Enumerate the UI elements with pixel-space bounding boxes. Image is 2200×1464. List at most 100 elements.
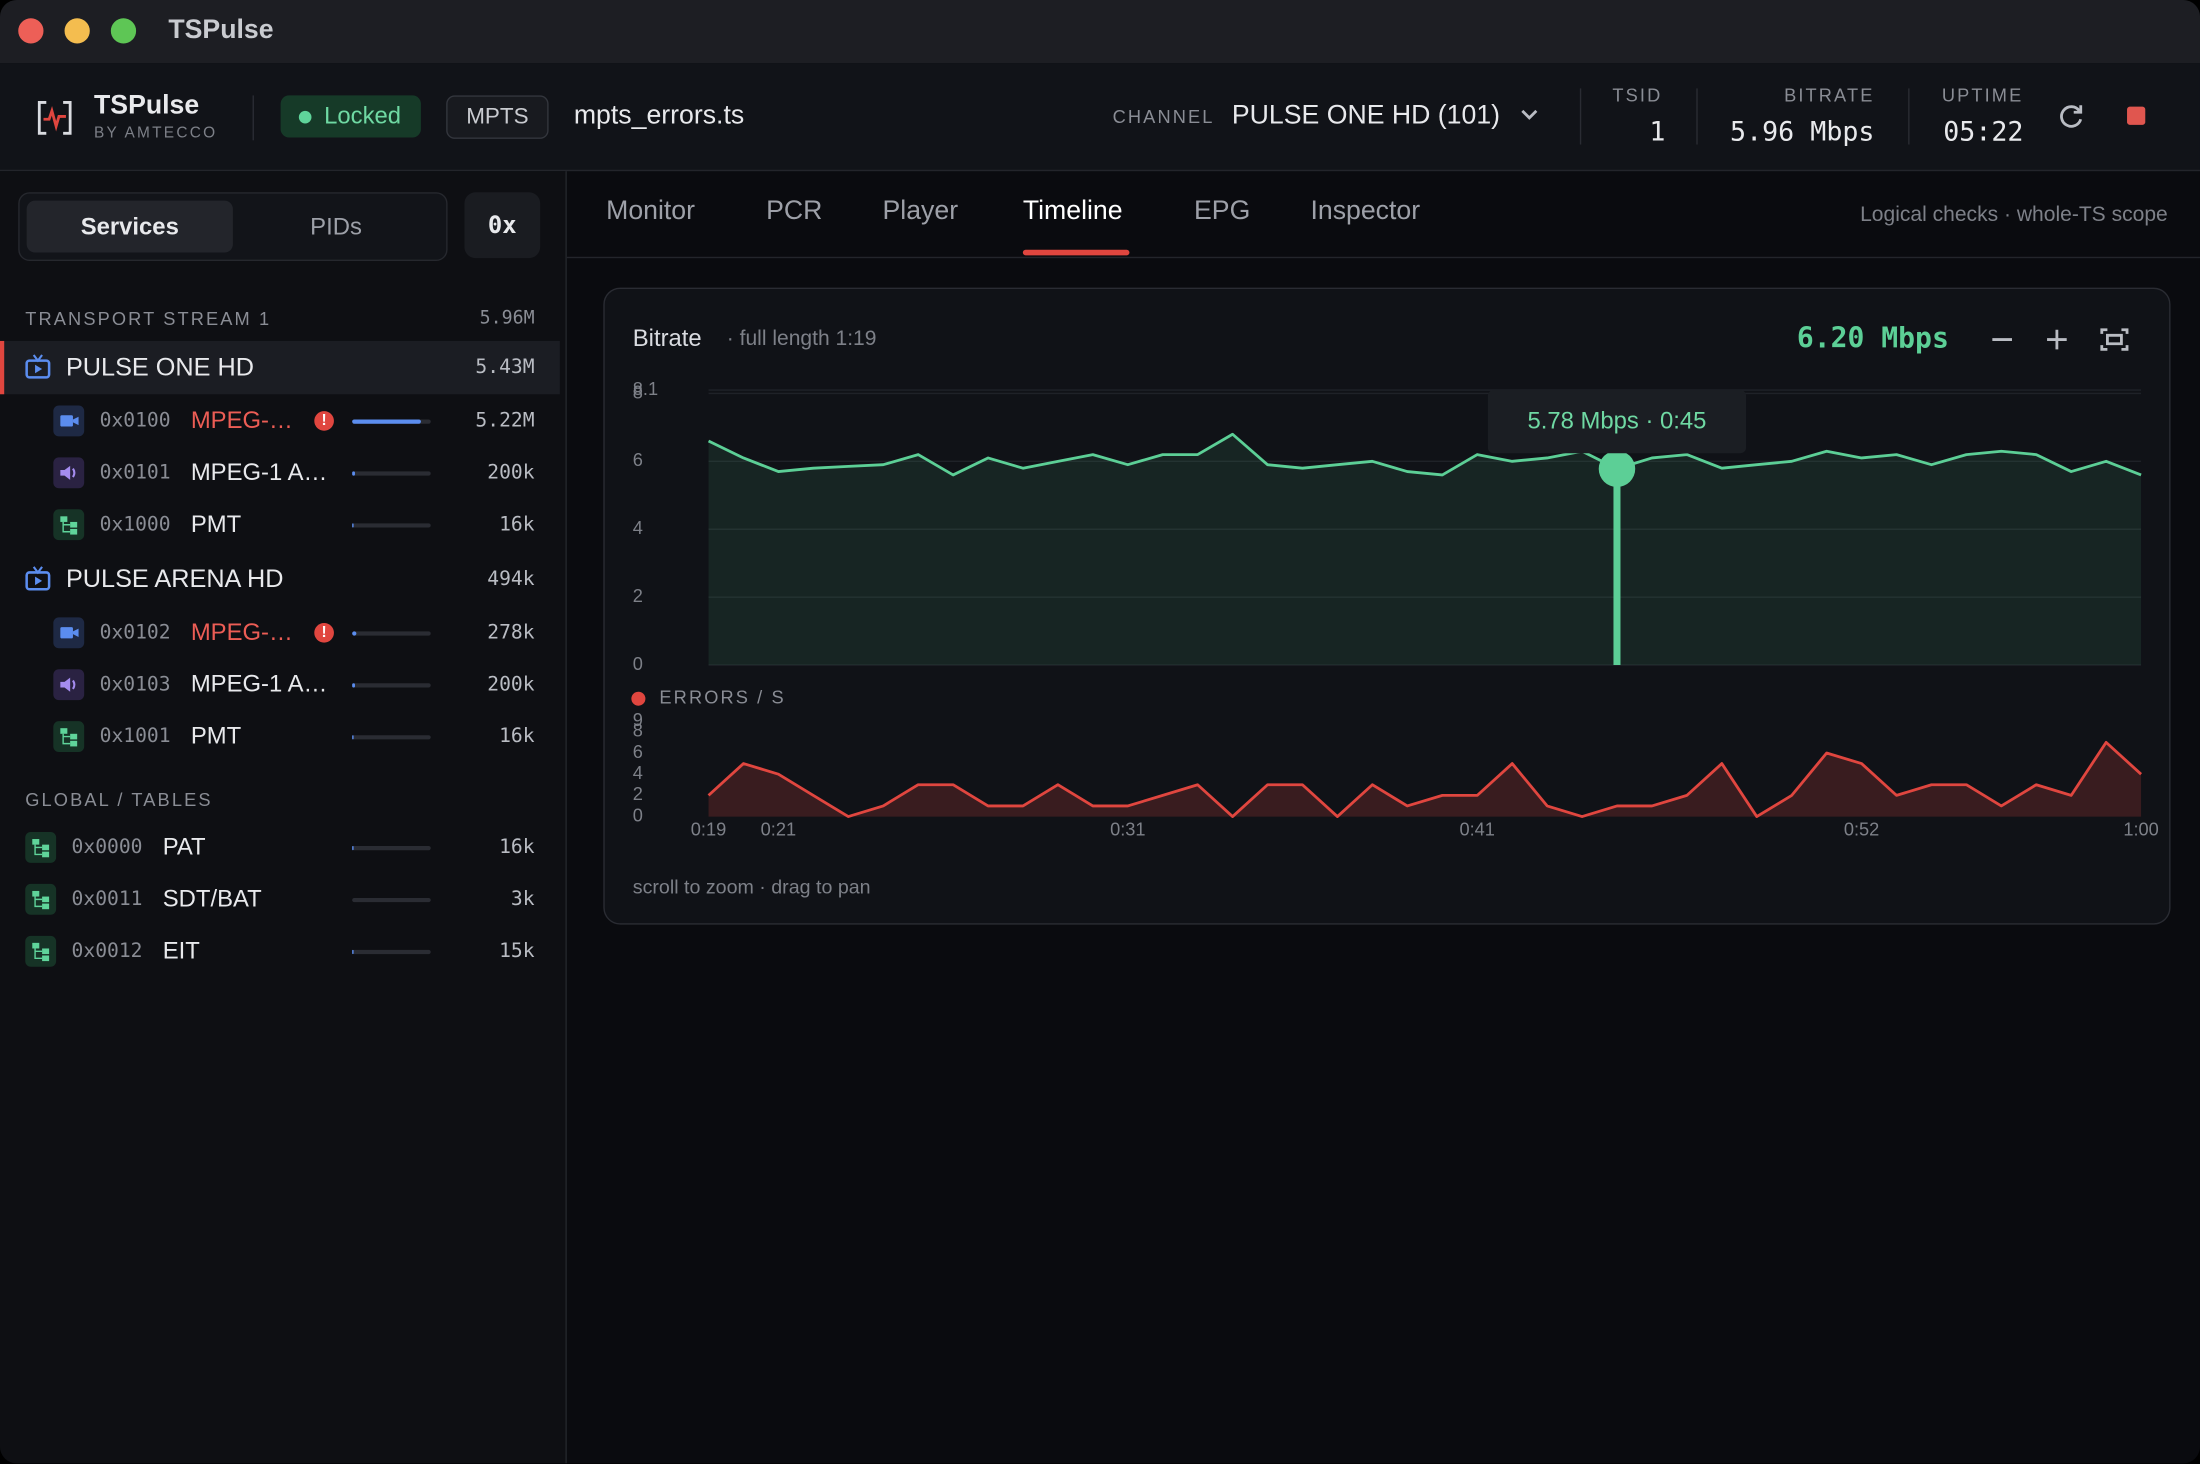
stream-name: TRANSPORT STREAM 1	[25, 307, 272, 330]
icon-glyph	[60, 728, 78, 747]
zoom-button[interactable]	[110, 18, 137, 44]
bitrate-label: BITRATE	[1784, 84, 1875, 106]
pid-icon	[25, 832, 57, 863]
segmented-control: Services PIDs	[18, 192, 448, 261]
zoom-in[interactable]	[2047, 329, 2067, 350]
hint: scroll to zoom · drag to pan	[633, 876, 871, 898]
rate-bar	[352, 682, 355, 687]
pid-number[interactable]: 0x1001	[99, 725, 171, 748]
bitrate-readout: 6.20 Mbps	[1797, 322, 1949, 355]
app-vendor: BY AMTECCO	[94, 124, 218, 142]
area	[708, 434, 2142, 666]
pid-icon	[25, 935, 57, 967]
pid-name[interactable]: EIT	[162, 937, 200, 964]
pid-icon	[25, 883, 57, 915]
pid-name[interactable]: MPEG-…	[190, 406, 293, 434]
uptime-label: UPTIME	[1941, 84, 2024, 106]
icon-glyph	[32, 890, 50, 910]
rate-track	[352, 418, 431, 424]
icon-glyph	[60, 516, 78, 535]
pid-number[interactable]: 0x0011	[71, 888, 143, 911]
pid-name[interactable]: PMT	[190, 510, 242, 538]
x-tick-label: 0:52	[1844, 818, 1879, 839]
mode-text: MPTS	[466, 105, 529, 130]
pid-number[interactable]: 0x0100	[99, 409, 171, 433]
bitrate-value: 5.96 Mbps	[1730, 116, 1875, 148]
rate-track	[352, 734, 431, 739]
pid-icon	[53, 457, 85, 489]
pid-name[interactable]: MPEG-1 A…	[190, 458, 328, 486]
pids-tab[interactable]: PIDs	[310, 213, 362, 240]
service-name[interactable]: PULSE ARENA HD	[65, 564, 284, 593]
y-tick-label: 8.1	[633, 378, 658, 399]
tsid-value: 1	[1649, 116, 1666, 148]
tab[interactable]: PCR	[766, 196, 823, 226]
pid-rate: 200k	[487, 673, 535, 696]
rate-track	[352, 522, 431, 527]
x-tick-label: 0:19	[691, 818, 726, 839]
stream-rate: 5.96M	[479, 307, 535, 330]
refresh-button[interactable]	[2057, 102, 2085, 130]
rate-track	[352, 630, 431, 635]
chart-title: Bitrate	[633, 325, 702, 352]
pid-number[interactable]: 0x1000	[99, 513, 171, 536]
file-name: mpts_errors.ts	[573, 101, 745, 131]
status-text: Locked	[324, 102, 402, 130]
y-tick-label: 6	[633, 449, 643, 470]
pid-number[interactable]: 0x0000	[71, 836, 143, 859]
timeline-chart: Bitrate · full length 1:19 6.20 Mbps ERR…	[631, 322, 2159, 898]
pid-number[interactable]: 0x0012	[71, 940, 143, 963]
services-tab[interactable]: Services	[80, 213, 179, 240]
tooltip	[1487, 390, 1747, 454]
icon-glyph	[32, 942, 50, 962]
line	[707, 432, 2142, 477]
channel-label: CHANNEL	[1112, 105, 1215, 127]
pid-icon	[53, 721, 85, 753]
tv-glyph	[25, 354, 51, 379]
pid-rate: 16k	[499, 725, 535, 748]
x-tick-label: 1:00	[2123, 818, 2158, 839]
service-rate: 5.43M	[475, 356, 535, 379]
tab[interactable]: Player	[882, 196, 959, 226]
icon-glyph	[60, 465, 76, 480]
pid-name[interactable]: MPEG-1 A…	[190, 670, 328, 698]
close-button[interactable]	[18, 18, 44, 44]
channel-select[interactable]: PULSE ONE HD (101)	[1231, 101, 1501, 131]
pid-number[interactable]: 0x0102	[99, 621, 171, 645]
rate-bar	[352, 630, 356, 635]
global-title: GLOBAL / TABLES	[25, 789, 213, 811]
tab[interactable]: Inspector	[1310, 196, 1421, 226]
hex-toggle[interactable]: 0x	[464, 192, 541, 259]
tab-active[interactable]: Timeline	[1022, 196, 1123, 226]
cursor-point	[1598, 450, 1636, 488]
timeline-card: Bitrate · full length 1:19 6.20 Mbps ERR…	[603, 287, 2171, 925]
tab[interactable]: Monitor	[606, 196, 696, 226]
minimize-button[interactable]	[64, 18, 90, 44]
pid-name[interactable]: SDT/BAT	[162, 885, 262, 912]
pid-icon	[53, 509, 85, 541]
pid-name[interactable]: PMT	[190, 722, 242, 750]
pid-name[interactable]: PAT	[162, 833, 206, 861]
pid-rate: 16k	[499, 513, 535, 536]
area	[708, 742, 2142, 817]
errors-dot	[631, 691, 646, 706]
pid-number[interactable]: 0x0103	[99, 673, 171, 696]
y-tick-label: 4	[633, 517, 643, 538]
pid-number[interactable]: 0x0101	[99, 461, 171, 485]
fit-button[interactable]	[2100, 328, 2129, 351]
y-tick-label: 4	[633, 762, 643, 783]
rate-track	[352, 949, 431, 954]
title-bar: TSPulse	[0, 0, 2200, 64]
pid-icon	[53, 405, 85, 437]
x-tick-label: 0:21	[761, 818, 796, 839]
icon-glyph	[60, 627, 79, 639]
pid-name[interactable]: MPEG-…	[190, 618, 293, 646]
x-tick-label: 0:31	[1110, 818, 1145, 839]
service-name[interactable]: PULSE ONE HD	[65, 352, 255, 381]
stop-button[interactable]	[2127, 106, 2146, 125]
tab[interactable]: EPG	[1194, 196, 1251, 226]
chevron[interactable]	[1520, 108, 1540, 122]
header: TSPulse BY AMTECCO Locked MPTS mpts_erro…	[0, 63, 2200, 172]
pid-rate: 278k	[487, 621, 535, 645]
tab-bar: Monitor PCR Player Timeline EPG Inspecto…	[566, 171, 2200, 259]
